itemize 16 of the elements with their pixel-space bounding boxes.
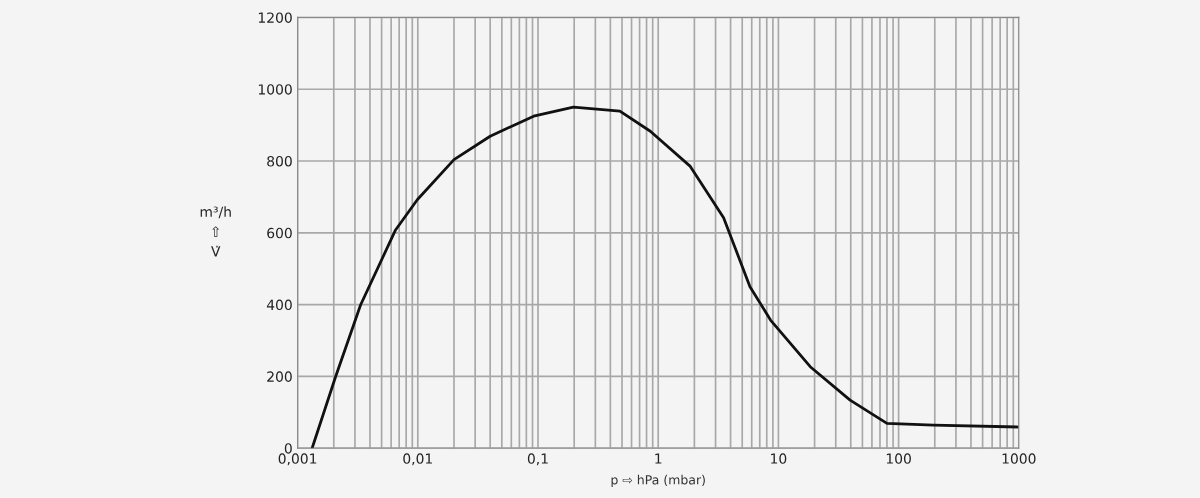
x-tick-label: 0,01 xyxy=(403,453,432,466)
y-tick-label: 1000 xyxy=(258,84,292,95)
x-tick-label: 1 xyxy=(655,453,662,464)
x-tick-label: 0,1 xyxy=(527,453,548,466)
x-axis-title: p ⇨ hPa (mbar) xyxy=(611,474,705,487)
x-tick-label: 100 xyxy=(886,453,911,464)
y-tick-label: 1200 xyxy=(258,12,292,23)
y-tick-label: 0 xyxy=(284,443,292,454)
x-tick-label: 1000 xyxy=(1002,453,1036,464)
y-axis-title: m³/h ⇧ V̇ xyxy=(200,206,231,257)
y-tick-label: 800 xyxy=(267,155,292,167)
y-tick-label: 400 xyxy=(266,299,292,311)
y-tick-label: 600 xyxy=(267,227,292,239)
x-tick-label: 0,001 xyxy=(278,453,317,466)
x-tick-label: 10 xyxy=(771,453,787,464)
y-tick-label: 200 xyxy=(267,371,292,382)
